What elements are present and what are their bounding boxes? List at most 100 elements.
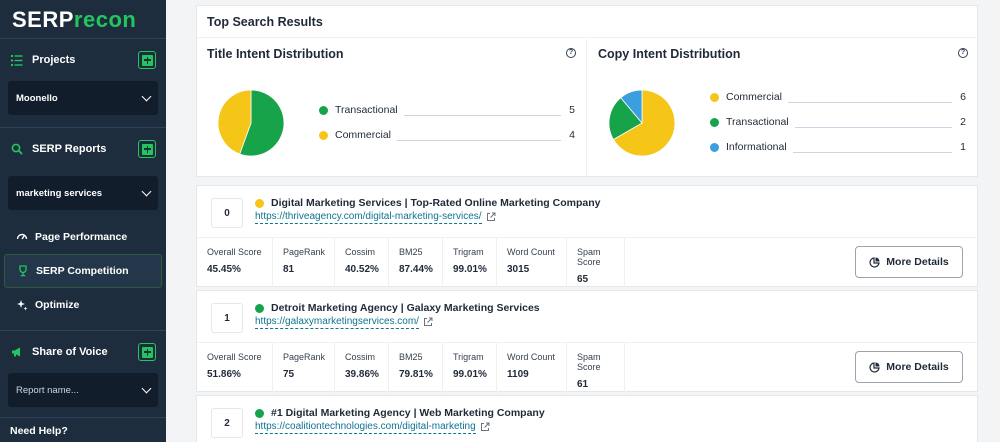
pie-slice-transactional[interactable] xyxy=(608,97,643,141)
result-title[interactable]: Digital Marketing Services | Top-Rated O… xyxy=(255,197,600,209)
nav-label: Page Performance xyxy=(35,231,128,243)
add-serp-report-button[interactable] xyxy=(138,140,156,158)
legend-leader-line xyxy=(403,115,561,116)
result-url-link[interactable]: https://thriveagency.com/digital-marketi… xyxy=(255,211,482,224)
title-intent-pie xyxy=(217,89,285,157)
metric-pagerank: PageRank 81 xyxy=(273,238,335,288)
section-title: Top Search Results xyxy=(197,6,977,38)
more-details-label: More Details xyxy=(886,256,949,268)
intent-dot xyxy=(255,198,264,208)
metric-value: 39.86% xyxy=(345,369,379,380)
copy-intent-panel: Copy Intent Distribution ? Commercial 6 Tr… xyxy=(588,39,978,177)
help-icon[interactable]: ? xyxy=(958,48,968,58)
result-url-link[interactable]: https://coalitiontechnologies.com/digita… xyxy=(255,421,476,434)
share-report-select[interactable]: Report name... xyxy=(8,373,158,407)
report-select[interactable]: marketing services xyxy=(8,176,158,210)
pie-slice-transactional[interactable] xyxy=(239,89,285,157)
result-title[interactable]: Detroit Marketing Agency | Galaxy Market… xyxy=(255,302,540,314)
plus-icon xyxy=(141,346,153,358)
legend-item-commercial[interactable]: Commercial 4 xyxy=(319,128,575,142)
logo-serp-text: SERP xyxy=(12,7,74,32)
pie-slice-commercial[interactable] xyxy=(217,89,252,155)
metric-value: 45.45% xyxy=(207,264,241,275)
more-details-label: More Details xyxy=(886,361,949,373)
nav-page-performance[interactable]: Page Performance xyxy=(0,220,166,254)
metric-value: 61 xyxy=(577,379,589,390)
chart-pie-icon xyxy=(869,361,880,373)
serprecon-logo[interactable]: SERPrecon xyxy=(0,0,166,38)
metric-value: 3015 xyxy=(507,264,530,275)
title-intent-panel: Title Intent Distribution ? Transactiona… xyxy=(197,39,587,177)
chart-pie-icon xyxy=(869,256,880,268)
nav-label: Optimize xyxy=(35,299,80,311)
metric-label: Cossim xyxy=(345,247,376,257)
metric-overall-score: Overall Score 45.45% xyxy=(197,238,273,288)
need-help-label[interactable]: Need Help? xyxy=(10,425,68,437)
logo-recon-text: recon xyxy=(73,7,137,32)
external-link-icon[interactable] xyxy=(480,422,490,432)
add-project-button[interactable] xyxy=(138,51,156,69)
metric-value: 99.01% xyxy=(453,264,487,275)
metric-label: BM25 xyxy=(399,247,423,257)
search-result-card: 0 Digital Marketing Services | Top-Rated … xyxy=(196,185,978,288)
add-share-report-button[interactable] xyxy=(138,343,156,361)
sparkle-icon xyxy=(16,299,28,311)
metric-cossim: Cossim 39.86% xyxy=(335,343,389,393)
chevron-down-icon xyxy=(141,91,152,101)
sidebar-divider xyxy=(0,417,166,418)
metric-label: PageRank xyxy=(283,352,326,362)
legend-dot xyxy=(710,142,719,152)
pie-slice-informational[interactable] xyxy=(620,89,643,125)
project-select[interactable]: Moonello xyxy=(8,81,158,115)
sidebar-divider xyxy=(0,127,166,128)
more-details-button[interactable]: More Details xyxy=(855,246,963,278)
legend-item-commercial[interactable]: Commercial 6 xyxy=(710,90,966,104)
legend-label: Commercial xyxy=(335,129,392,141)
legend-dot xyxy=(710,117,719,127)
share-of-voice-label: Share of Voice xyxy=(32,346,108,358)
result-rank: 1 xyxy=(211,303,243,333)
legend-label: Commercial xyxy=(726,91,783,103)
metric-value: 75 xyxy=(283,369,295,380)
metric-value: 99.01% xyxy=(453,369,487,380)
legend-value: 5 xyxy=(569,104,575,116)
result-title-text: Detroit Marketing Agency | Galaxy Market… xyxy=(271,302,540,314)
nav-optimize[interactable]: Optimize xyxy=(0,288,166,322)
plus-icon xyxy=(141,143,153,155)
search-result-card: 1 Detroit Marketing Agency | Galaxy Marke… xyxy=(196,290,978,393)
sidebar-divider xyxy=(0,330,166,331)
result-title-text: #1 Digital Marketing Agency | Web Market… xyxy=(271,407,545,419)
chevron-down-icon xyxy=(141,383,152,393)
copy-intent-heading: Copy Intent Distribution xyxy=(598,47,741,61)
metric-bm25: BM25 79.81% xyxy=(389,343,443,393)
legend-value: 2 xyxy=(960,116,966,128)
project-select-value: Moonello xyxy=(16,92,58,104)
serp-reports-header: SERP Reports xyxy=(0,128,166,170)
metric-label: Spam Score xyxy=(577,247,601,267)
legend-item-informational[interactable]: Informational 1 xyxy=(710,140,966,154)
serp-reports-label: SERP Reports xyxy=(32,143,107,155)
metric-label: Word Count xyxy=(507,352,555,362)
legend-dot xyxy=(710,92,719,102)
metric-cossim: Cossim 40.52% xyxy=(335,238,389,288)
projects-label: Projects xyxy=(32,54,76,66)
external-link-icon[interactable] xyxy=(486,212,496,222)
help-icon[interactable]: ? xyxy=(566,48,576,58)
legend-item-transactional[interactable]: Transactional 5 xyxy=(319,103,575,117)
metric-value: 51.86% xyxy=(207,369,241,380)
metric-value: 40.52% xyxy=(345,264,379,275)
result-metrics: Overall Score 45.45% PageRank 81 Cossim 40.52… xyxy=(197,237,977,288)
legend-item-transactional[interactable]: Transactional 2 xyxy=(710,115,966,129)
legend-value: 1 xyxy=(960,141,966,153)
metric-trigram: Trigram 99.01% xyxy=(443,238,497,288)
metric-label: Spam Score xyxy=(577,352,601,372)
metric-label: Overall Score xyxy=(207,247,262,257)
external-link-icon[interactable] xyxy=(423,317,433,327)
result-url-link[interactable]: https://galaxymarketingservices.com/ xyxy=(255,316,419,329)
legend-dot xyxy=(319,130,328,140)
pie-slice-commercial[interactable] xyxy=(612,89,676,157)
intent-dot xyxy=(255,303,264,313)
more-details-button[interactable]: More Details xyxy=(855,351,963,383)
result-title[interactable]: #1 Digital Marketing Agency | Web Market… xyxy=(255,407,545,419)
nav-serp-competition[interactable]: SERP Competition xyxy=(4,254,162,288)
